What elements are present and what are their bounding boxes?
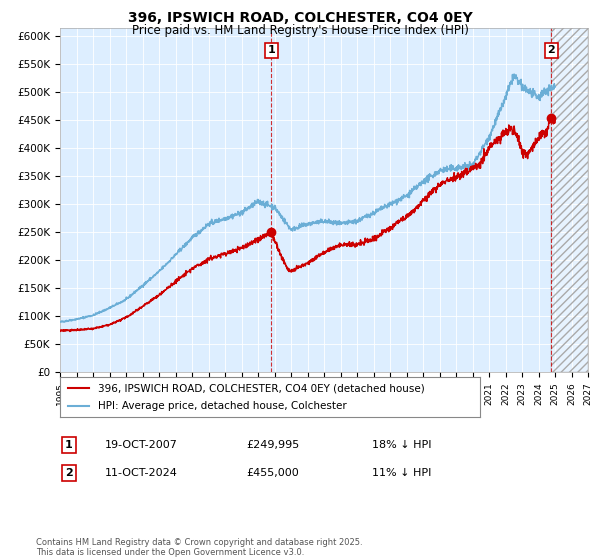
Text: HPI: Average price, detached house, Colchester: HPI: Average price, detached house, Colc… [98, 401, 347, 411]
Text: Price paid vs. HM Land Registry's House Price Index (HPI): Price paid vs. HM Land Registry's House … [131, 24, 469, 36]
Text: 19-OCT-2007: 19-OCT-2007 [105, 440, 178, 450]
Text: £455,000: £455,000 [246, 468, 299, 478]
Text: 11-OCT-2024: 11-OCT-2024 [105, 468, 178, 478]
Text: 1: 1 [268, 45, 275, 55]
Text: £249,995: £249,995 [246, 440, 299, 450]
Text: 396, IPSWICH ROAD, COLCHESTER, CO4 0EY: 396, IPSWICH ROAD, COLCHESTER, CO4 0EY [128, 11, 472, 25]
Text: 11% ↓ HPI: 11% ↓ HPI [372, 468, 431, 478]
Text: 2: 2 [65, 468, 73, 478]
Text: Contains HM Land Registry data © Crown copyright and database right 2025.
This d: Contains HM Land Registry data © Crown c… [36, 538, 362, 557]
Text: 18% ↓ HPI: 18% ↓ HPI [372, 440, 431, 450]
Text: 2: 2 [547, 45, 555, 55]
Bar [551, 28, 588, 372]
Bar [551, 28, 588, 372]
Text: 396, IPSWICH ROAD, COLCHESTER, CO4 0EY (detached house): 396, IPSWICH ROAD, COLCHESTER, CO4 0EY (… [98, 383, 425, 393]
Text: 1: 1 [65, 440, 73, 450]
